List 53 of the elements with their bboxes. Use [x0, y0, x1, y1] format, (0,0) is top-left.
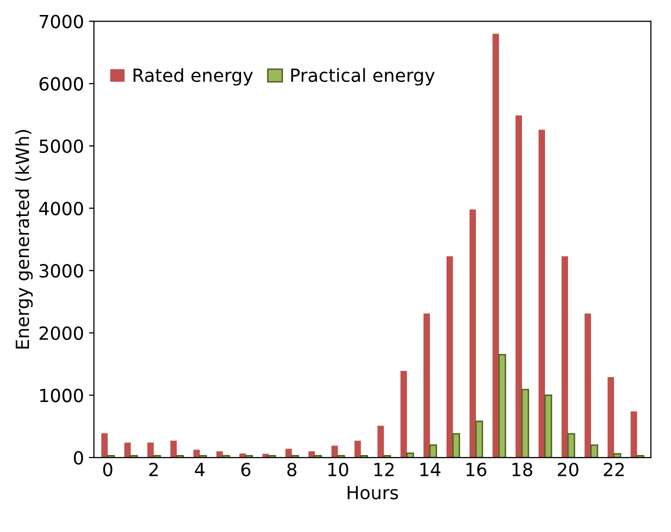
y-tick-label: 1000 [40, 388, 84, 402]
bar [354, 440, 361, 458]
x-tick-label: 6 [241, 462, 250, 476]
legend-label: Rated energy [134, 68, 253, 86]
bar [429, 444, 438, 458]
x-tick-label: 8 [287, 462, 296, 476]
bar [630, 411, 638, 458]
legend-label: Practical energy [291, 68, 435, 86]
y-tick-label: 2000 [40, 326, 84, 340]
bar [544, 394, 552, 458]
bar [567, 433, 576, 458]
bar [608, 377, 614, 458]
x-tick-label: 18 [512, 462, 532, 476]
x-axis-title: Hours [348, 486, 398, 500]
y-tick-label: 6000 [40, 77, 84, 91]
x-tick-label: 10 [328, 462, 348, 476]
bar [498, 354, 506, 458]
bar [492, 34, 499, 458]
bar [516, 115, 522, 458]
bar [590, 444, 598, 458]
bar [584, 314, 592, 458]
y-tick-label: 0 [74, 450, 84, 465]
bar [475, 420, 484, 458]
x-tick-label: 16 [466, 462, 486, 476]
x-tick-label: 14 [420, 462, 440, 476]
y-tick-label: 3000 [40, 264, 84, 278]
bar [452, 433, 460, 458]
bar [521, 388, 530, 458]
x-tick-label: 12 [374, 462, 394, 476]
x-tick-label: 2 [149, 462, 158, 476]
bar [406, 452, 414, 458]
bar [193, 450, 200, 458]
bar [400, 370, 407, 458]
y-axis-title: Energy generated (kWh) [15, 130, 33, 349]
bar [470, 209, 476, 458]
bar [446, 256, 453, 458]
x-tick-label: 0 [103, 462, 112, 476]
bar [423, 314, 430, 458]
bar [170, 440, 177, 458]
y-tick-label: 4000 [39, 202, 84, 216]
bar [538, 130, 546, 458]
y-tick-label: 7000 [40, 14, 84, 28]
bar [124, 442, 131, 458]
bar [377, 426, 384, 458]
x-tick-label: 22 [604, 462, 624, 476]
bar [101, 433, 108, 458]
bar [331, 446, 338, 458]
bar [562, 256, 568, 458]
y-tick-label: 5000 [40, 139, 84, 154]
x-tick-label: 20 [558, 462, 578, 476]
bar [147, 442, 154, 458]
bar [613, 453, 622, 458]
x-tick-label: 4 [194, 462, 205, 476]
